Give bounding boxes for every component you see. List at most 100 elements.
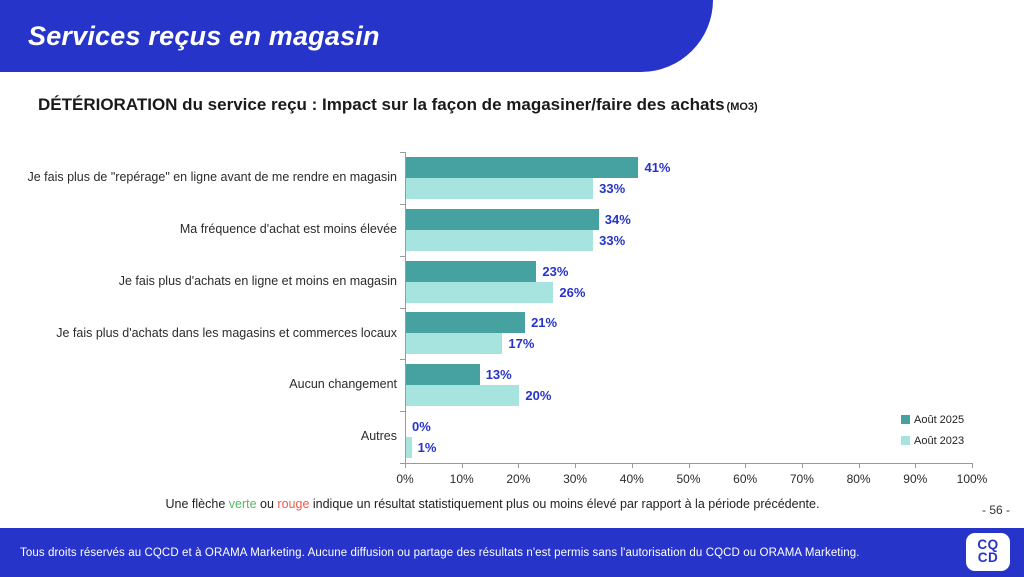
bar-août-2023 bbox=[406, 437, 412, 459]
bar-août-2023 bbox=[406, 333, 503, 355]
chart-title-suffix: (MO3) bbox=[726, 101, 758, 113]
value-label: 0% bbox=[412, 419, 431, 435]
chart-rows: Je fais plus de "repérage" en ligne avan… bbox=[0, 152, 990, 463]
bar-août-2025 bbox=[406, 260, 537, 282]
footnote-text-1: Une flèche bbox=[165, 497, 229, 511]
legend-label-aout-2023: Août 2023 bbox=[914, 434, 965, 447]
x-axis-tick-label: 20% bbox=[506, 472, 531, 486]
footnote-green-word: verte bbox=[228, 497, 257, 511]
bar-group: 41% 33% bbox=[397, 152, 990, 204]
bar-août-2023 bbox=[406, 229, 594, 251]
value-label: 34% bbox=[604, 211, 631, 227]
legend-swatch-aout-2025 bbox=[901, 415, 910, 424]
bar-line: 0% bbox=[406, 416, 990, 437]
legend-item-aout-2025: Août 2025 bbox=[901, 411, 964, 428]
bar-group: 23% 26% bbox=[397, 256, 990, 308]
x-axis-tick bbox=[518, 464, 520, 468]
x-axis-tick-label: 90% bbox=[903, 472, 928, 486]
bar-août-2025 bbox=[406, 156, 639, 178]
footnote-text-3: indique un résultat statistiquement plus… bbox=[309, 497, 820, 511]
category-label: Je fais plus d'achats dans les magasins … bbox=[56, 325, 397, 340]
bar-août-2025 bbox=[406, 208, 599, 230]
bar-août-2025 bbox=[406, 364, 480, 386]
value-label: 13% bbox=[485, 367, 512, 383]
x-axis-tick-label: 0% bbox=[396, 472, 414, 486]
copyright-text: Tous droits réservés au CQCD et à ORAMA … bbox=[20, 546, 860, 559]
category-label: Je fais plus de "repérage" en ligne avan… bbox=[27, 170, 397, 185]
bar-line: 1% bbox=[406, 437, 990, 459]
x-axis-tick bbox=[405, 464, 406, 468]
bar-group: 13% 20% bbox=[397, 359, 990, 411]
bar-group: 34% 33% bbox=[397, 204, 990, 256]
footer-bar: Tous droits réservés au CQCD et à ORAMA … bbox=[0, 528, 1024, 577]
x-axis-tick-label: 100% bbox=[956, 472, 988, 486]
value-label: 26% bbox=[559, 284, 586, 300]
x-axis-tick bbox=[575, 464, 577, 468]
value-label: 33% bbox=[599, 180, 626, 196]
bar-line: 23% bbox=[406, 260, 990, 282]
category-label: Autres bbox=[360, 429, 397, 444]
category-label: Ma fréquence d'achat est moins élevée bbox=[179, 221, 397, 236]
x-axis-tick-label: 50% bbox=[676, 472, 701, 486]
cqcd-logo-line1: CQ bbox=[977, 537, 999, 553]
x-axis-tick-label: 10% bbox=[449, 472, 474, 486]
page-number: - 56 - bbox=[981, 503, 1010, 517]
value-label: 20% bbox=[525, 388, 552, 404]
legend-label-aout-2025: Août 2025 bbox=[914, 413, 965, 426]
bar-line: 41% bbox=[406, 156, 990, 178]
bar-line: 17% bbox=[406, 333, 990, 355]
chart-title: DÉTÉRIORATION du service reçu : Impact s… bbox=[38, 95, 758, 115]
chart-row: Ma fréquence d'achat est moins élevée 34%… bbox=[0, 204, 990, 256]
footnote-text-2: ou bbox=[256, 497, 278, 511]
bar-août-2025 bbox=[406, 312, 526, 334]
y-axis-tick bbox=[400, 411, 405, 413]
cqcd-logo-line2: CD bbox=[977, 550, 999, 565]
bar-août-2023 bbox=[406, 177, 594, 199]
legend-item-aout-2023: Août 2023 bbox=[901, 432, 964, 449]
legend-swatch-aout-2023 bbox=[901, 436, 910, 445]
y-axis-tick bbox=[400, 307, 405, 309]
y-axis-tick bbox=[400, 359, 405, 361]
header-banner: Services reçus en magasin bbox=[0, 0, 713, 72]
chart-legend: Août 2025 Août 2023 bbox=[901, 411, 964, 453]
value-label: 21% bbox=[531, 315, 558, 331]
x-axis-tick bbox=[972, 464, 973, 468]
x-axis-tick-label: 30% bbox=[563, 472, 588, 486]
x-axis-tick bbox=[461, 464, 463, 468]
chart-row: Je fais plus d'achats dans les magasins … bbox=[0, 307, 990, 359]
x-axis: 0% 10% 20% 30% 40% 50% 60% 70% 80% 90% 100% bbox=[396, 463, 987, 493]
value-label: 23% bbox=[542, 263, 569, 279]
x-axis-tick bbox=[688, 464, 690, 468]
slide-title: Services reçus en magasin bbox=[28, 20, 380, 51]
category-label: Aucun changement bbox=[289, 377, 397, 392]
y-axis-tick bbox=[400, 203, 405, 205]
y-axis-tick bbox=[400, 463, 405, 464]
bar-line: 26% bbox=[406, 281, 990, 303]
x-axis-tick-label: 80% bbox=[846, 472, 871, 486]
bar-line: 20% bbox=[406, 385, 990, 407]
bar-line: 21% bbox=[406, 312, 990, 334]
y-axis bbox=[400, 152, 406, 464]
value-label: 33% bbox=[599, 232, 626, 248]
x-axis-tick bbox=[631, 464, 633, 468]
x-axis-tick bbox=[915, 464, 917, 468]
value-label: 41% bbox=[644, 159, 671, 175]
category-label: Je fais plus d'achats en ligne et moins … bbox=[118, 273, 397, 288]
bar-août-2023 bbox=[406, 281, 554, 303]
bar-group: 21% 17% bbox=[397, 307, 990, 359]
bar-août-2023 bbox=[406, 385, 520, 407]
chart-row: Aucun changement 13% 20% bbox=[0, 359, 990, 411]
bar-line: 33% bbox=[406, 177, 990, 199]
x-axis-tick-label: 70% bbox=[789, 472, 814, 486]
footnote-red-word: rouge bbox=[277, 497, 310, 511]
x-axis-tick bbox=[858, 464, 860, 468]
y-axis-tick bbox=[400, 255, 405, 257]
chart-row: Je fais plus d'achats en ligne et moins … bbox=[0, 256, 990, 308]
value-label: 17% bbox=[508, 336, 535, 352]
x-axis-tick-label: 40% bbox=[619, 472, 644, 486]
x-axis-tick-label: 60% bbox=[733, 472, 758, 486]
value-label: 1% bbox=[417, 440, 437, 456]
bar-line: 13% bbox=[406, 364, 990, 386]
bar-line: 33% bbox=[406, 229, 990, 251]
